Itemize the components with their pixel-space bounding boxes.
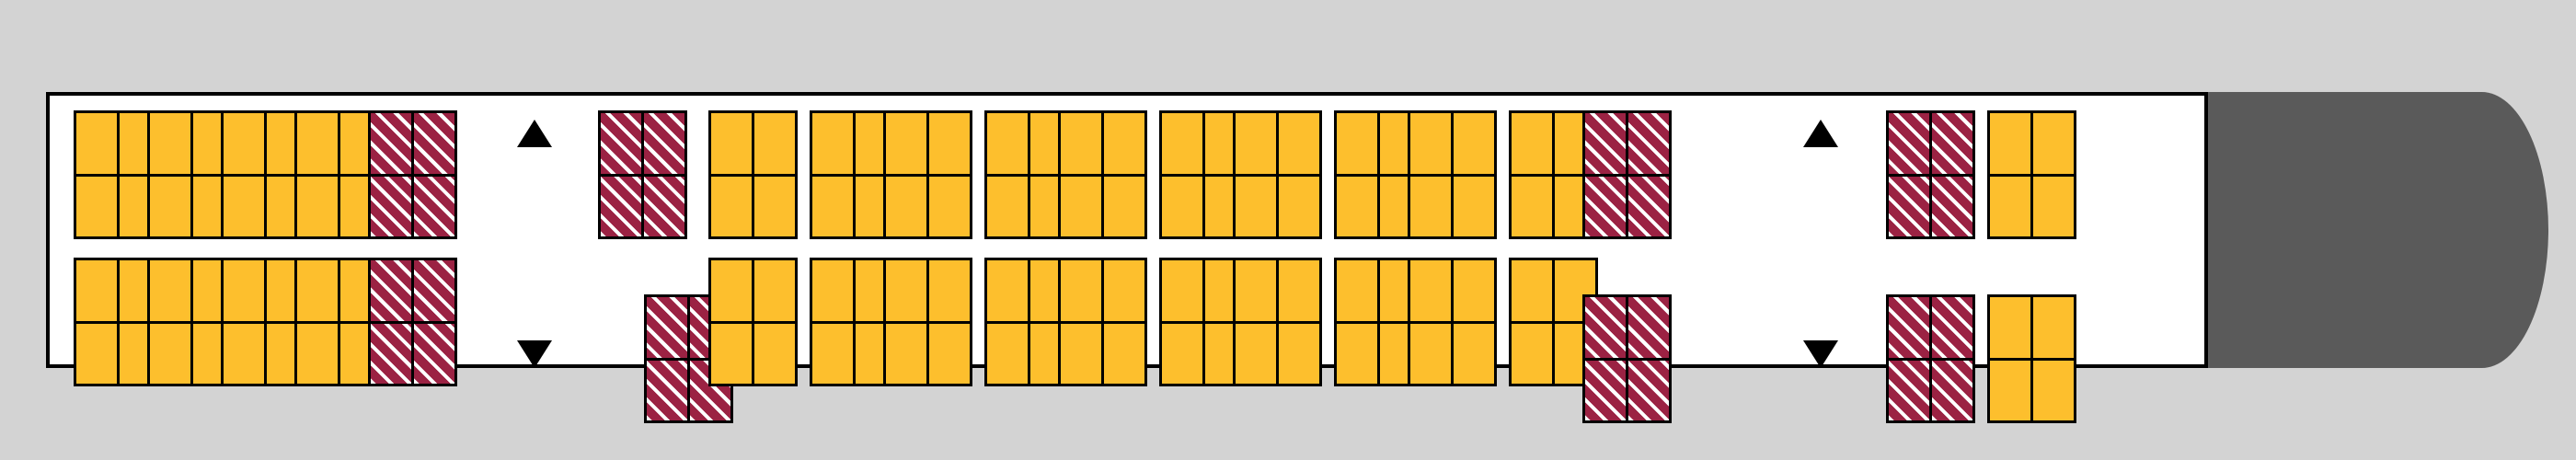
seat-top-5-hdiv bbox=[598, 174, 687, 177]
seat-top-17-hdiv bbox=[1886, 174, 1975, 177]
seat-top-10-hdiv bbox=[1058, 174, 1147, 177]
seat-top-8-hdiv bbox=[883, 174, 972, 177]
seat-bot-18-hdiv bbox=[1987, 358, 2076, 361]
seat-bot-17-hdiv bbox=[1886, 358, 1975, 361]
seat-bot-14-hdiv bbox=[1408, 321, 1497, 324]
seat-top-6-hdiv bbox=[708, 174, 798, 177]
seat-bot-4-hdiv bbox=[368, 321, 457, 324]
seat-bot-6-hdiv bbox=[708, 321, 798, 324]
seat-top-16-hdiv bbox=[1582, 174, 1672, 177]
seat-bot-10-hdiv bbox=[1058, 321, 1147, 324]
seat-top-12-hdiv bbox=[1233, 174, 1322, 177]
exit-up-0 bbox=[517, 120, 552, 147]
seat-top-4-hdiv bbox=[368, 174, 457, 177]
seat-bot-12-hdiv bbox=[1233, 321, 1322, 324]
seat-bot-8-hdiv bbox=[883, 321, 972, 324]
seat-top-14-hdiv bbox=[1408, 174, 1497, 177]
seat-top-18-hdiv bbox=[1987, 174, 2076, 177]
seat-bot-16.5-hdiv bbox=[1582, 358, 1672, 361]
exit-up-2 bbox=[1803, 120, 1838, 147]
nose-cap bbox=[2282, 92, 2548, 368]
exit-down-1 bbox=[517, 340, 552, 368]
exit-down-3 bbox=[1803, 340, 1838, 368]
